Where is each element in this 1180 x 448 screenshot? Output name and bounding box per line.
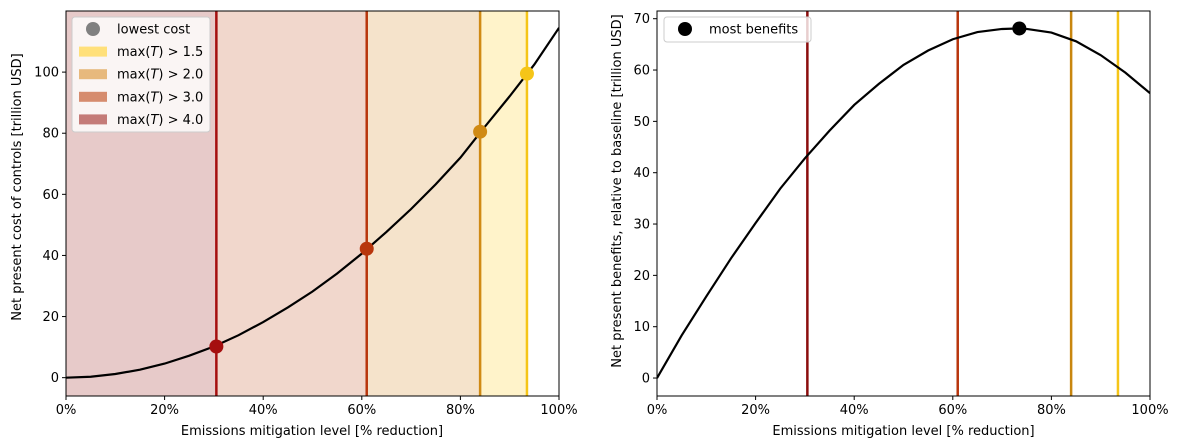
plot-frame [65,10,560,397]
y-tick-label: 40 [633,166,650,181]
x-axis-label: Emissions mitigation level [% reduction] [772,424,1034,439]
plot-frame [656,10,1151,397]
y-tick-label: 40 [42,249,59,264]
legend-swatch [79,114,107,125]
legend: most benefits [663,16,812,43]
legend-label: max(T) > 2.0 [117,68,203,83]
data-point [359,241,374,256]
legend-box [71,16,211,133]
legend-box [663,16,812,43]
legend-label-suffix: ) > 3.0 [158,90,203,105]
legend-label-var: T [150,90,159,105]
legend-swatch [79,69,107,80]
y-tick-label: 60 [42,188,59,203]
legend-label-suffix: ) > 4.0 [158,113,203,128]
x-tick-label: 80% [1037,403,1066,418]
data-point [473,124,488,139]
legend-label: most benefits [709,23,798,38]
y-axis-label: Net present cost of controls [trillion U… [10,53,25,320]
legend-label: max(T) > 3.0 [117,90,203,105]
threshold-region [366,11,481,396]
x-tick-label: 20% [741,403,770,418]
x-tick-label: 40% [249,403,278,418]
data-point [209,339,224,354]
x-tick-label: 0% [647,403,668,418]
x-tick-label: 20% [150,403,179,418]
x-tick-label: 80% [446,403,475,418]
data-point [1012,21,1027,36]
cost-chart: 0% 20% 40% 60% 80% 100% 0 20 40 60 80 100 lowest cos… [10,10,578,439]
legend-marker [678,22,692,36]
legend-label-prefix: max( [117,45,150,60]
y-tick-label: 30 [633,218,650,233]
y-tick-label: 50 [633,115,650,130]
threshold-region [480,11,527,396]
y-tick-label: 70 [633,12,650,27]
x-tick-label: 100% [540,403,577,418]
legend-swatch [79,46,107,57]
legend-label-prefix: max( [117,90,150,105]
y-axis-label: Net present benefits, relative to baseli… [610,14,625,367]
legend-label-var: T [150,68,159,83]
x-axis-label: Emissions mitigation level [% reduction] [181,424,443,439]
y-tick-label: 20 [42,310,59,325]
legend-swatch [79,91,107,102]
legend-label-prefix: max( [117,113,150,128]
legend-marker [86,22,100,36]
series-line [657,27,1150,379]
x-tick-label: 60% [938,403,967,418]
x-tick-label: 40% [840,403,869,418]
y-tick-label: 100 [34,66,59,81]
threshold-region [216,11,367,396]
legend-label: max(T) > 1.5 [117,45,203,60]
legend-label-suffix: ) > 1.5 [158,45,203,60]
y-tick-label: 60 [633,64,650,79]
y-tick-label: 20 [633,269,650,284]
legend-label-suffix: ) > 2.0 [158,68,203,83]
x-tick-label: 0% [56,403,77,418]
x-tick-label: 100% [1131,403,1168,418]
y-tick-label: 80 [42,127,59,142]
legend-label-var: T [150,113,159,128]
legend-label: max(T) > 4.0 [117,113,203,128]
data-point [519,66,534,81]
benefits-chart: 0% 20% 40% 60% 80% 100% 0 10 20 30 40 50 60 70 most be… [610,10,1169,439]
legend-label-var: T [150,45,159,60]
legend-label: lowest cost [117,23,190,38]
x-tick-label: 60% [347,403,376,418]
plot-area [657,11,1150,396]
legend-label-prefix: max( [117,68,150,83]
y-tick-label: 0 [642,372,650,387]
y-tick-label: 0 [51,371,59,386]
y-tick-label: 10 [633,320,650,335]
